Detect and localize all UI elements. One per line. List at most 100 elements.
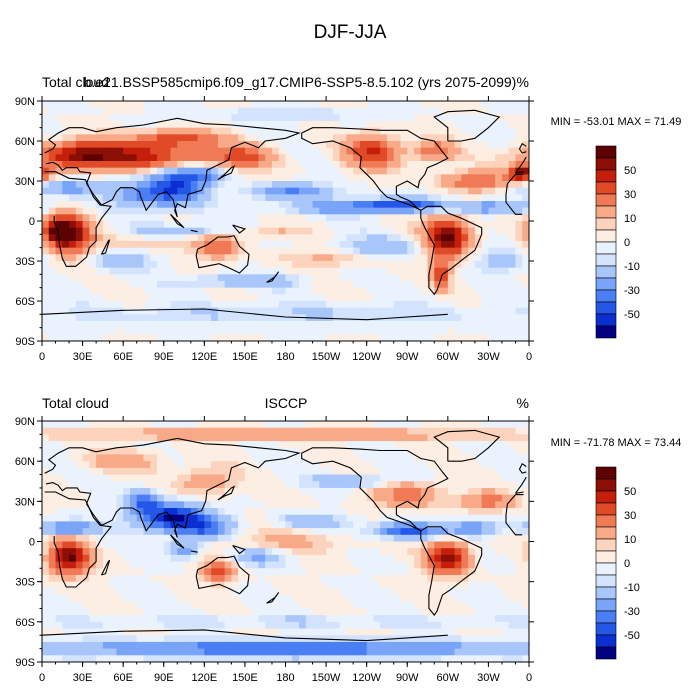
field-cell xyxy=(434,301,442,309)
field-cell xyxy=(62,321,70,329)
field-cell xyxy=(461,261,469,269)
field-cell xyxy=(481,528,490,536)
field-cell xyxy=(373,487,381,496)
field-cell xyxy=(393,548,402,556)
field-cell xyxy=(312,621,320,630)
field-cell xyxy=(299,534,307,543)
field-cell xyxy=(420,421,429,429)
field-cell xyxy=(123,601,131,610)
field-cell xyxy=(332,174,341,182)
field-cell xyxy=(129,508,138,516)
field-cell xyxy=(136,254,145,262)
field-cell xyxy=(156,274,165,282)
field-cell xyxy=(238,194,246,202)
field-cell xyxy=(441,421,449,429)
field-cell xyxy=(224,528,232,536)
field-cell xyxy=(312,214,320,222)
field-cell xyxy=(251,528,260,536)
field-cell xyxy=(271,294,280,302)
field-cell xyxy=(136,247,145,255)
field-cell xyxy=(332,494,341,502)
field-cell xyxy=(278,427,287,435)
field-cell xyxy=(211,467,219,476)
field-cell xyxy=(96,487,104,496)
field-cell xyxy=(82,608,90,616)
field-cell xyxy=(292,561,300,569)
field-cell xyxy=(508,595,517,603)
field-cell xyxy=(258,595,266,603)
field-cell xyxy=(373,147,381,155)
field-cell xyxy=(75,508,84,516)
field-cell xyxy=(386,574,395,583)
field-cell xyxy=(414,434,422,442)
field-cell xyxy=(386,581,395,589)
field-cell xyxy=(522,247,529,255)
field-cell xyxy=(474,261,483,269)
field-cell xyxy=(468,214,476,222)
field-cell xyxy=(163,261,172,269)
field-cell xyxy=(197,521,205,529)
field-cell xyxy=(386,321,395,329)
field-cell xyxy=(204,114,212,122)
field-cell xyxy=(508,254,517,262)
field-cell xyxy=(407,441,415,449)
field-cell xyxy=(508,541,517,549)
field-cell xyxy=(407,447,415,456)
field-cell xyxy=(481,421,490,429)
field-cell xyxy=(447,234,456,242)
field-cell xyxy=(217,528,226,536)
field-cell xyxy=(312,581,320,589)
field-cell xyxy=(190,201,199,209)
field-cell xyxy=(197,161,205,169)
field-cell xyxy=(474,141,483,149)
field-cell xyxy=(420,574,429,583)
field-cell xyxy=(332,134,341,142)
field-cell xyxy=(359,227,368,235)
field-cell xyxy=(414,154,422,162)
field-cell xyxy=(136,314,145,322)
field-cell xyxy=(217,554,226,563)
colorbar-swatch xyxy=(595,205,617,219)
field-cell xyxy=(495,421,503,429)
field-cell xyxy=(305,101,314,109)
field-cell xyxy=(441,427,449,435)
field-cell xyxy=(204,508,212,516)
field-cell xyxy=(474,287,483,295)
field-cell xyxy=(481,261,490,269)
field-cell xyxy=(373,528,381,536)
field-cell xyxy=(184,595,192,603)
field-cell xyxy=(380,474,388,482)
field-cell xyxy=(461,421,469,429)
field-cell xyxy=(386,434,395,442)
field-cell xyxy=(400,461,408,469)
field-cell xyxy=(251,595,260,603)
field-cell xyxy=(501,421,510,429)
field-cell xyxy=(332,601,341,610)
field-cell xyxy=(89,274,97,282)
field-cell xyxy=(515,581,523,589)
field-cell xyxy=(515,314,523,322)
field-cell xyxy=(42,508,50,516)
field-cell xyxy=(508,227,517,235)
field-cell xyxy=(62,227,70,235)
field-cell xyxy=(447,474,456,482)
field-cell xyxy=(299,454,307,462)
field-cell xyxy=(292,427,300,435)
field-cell xyxy=(380,541,388,549)
field-cell xyxy=(441,334,449,341)
field-cell xyxy=(109,321,117,329)
field-cell xyxy=(96,494,104,502)
field-cell xyxy=(292,327,300,335)
field-cell xyxy=(400,214,408,222)
field-cell xyxy=(373,227,381,235)
field-cell xyxy=(156,327,165,335)
field-cell xyxy=(400,187,408,195)
field-cell xyxy=(75,474,84,482)
field-cell xyxy=(380,294,388,302)
field-cell xyxy=(136,134,145,142)
field-cell xyxy=(102,187,111,195)
y-tick-label: 60S xyxy=(15,296,35,308)
field-cell xyxy=(501,254,510,262)
field-cell xyxy=(312,327,320,335)
field-cell xyxy=(420,294,429,302)
